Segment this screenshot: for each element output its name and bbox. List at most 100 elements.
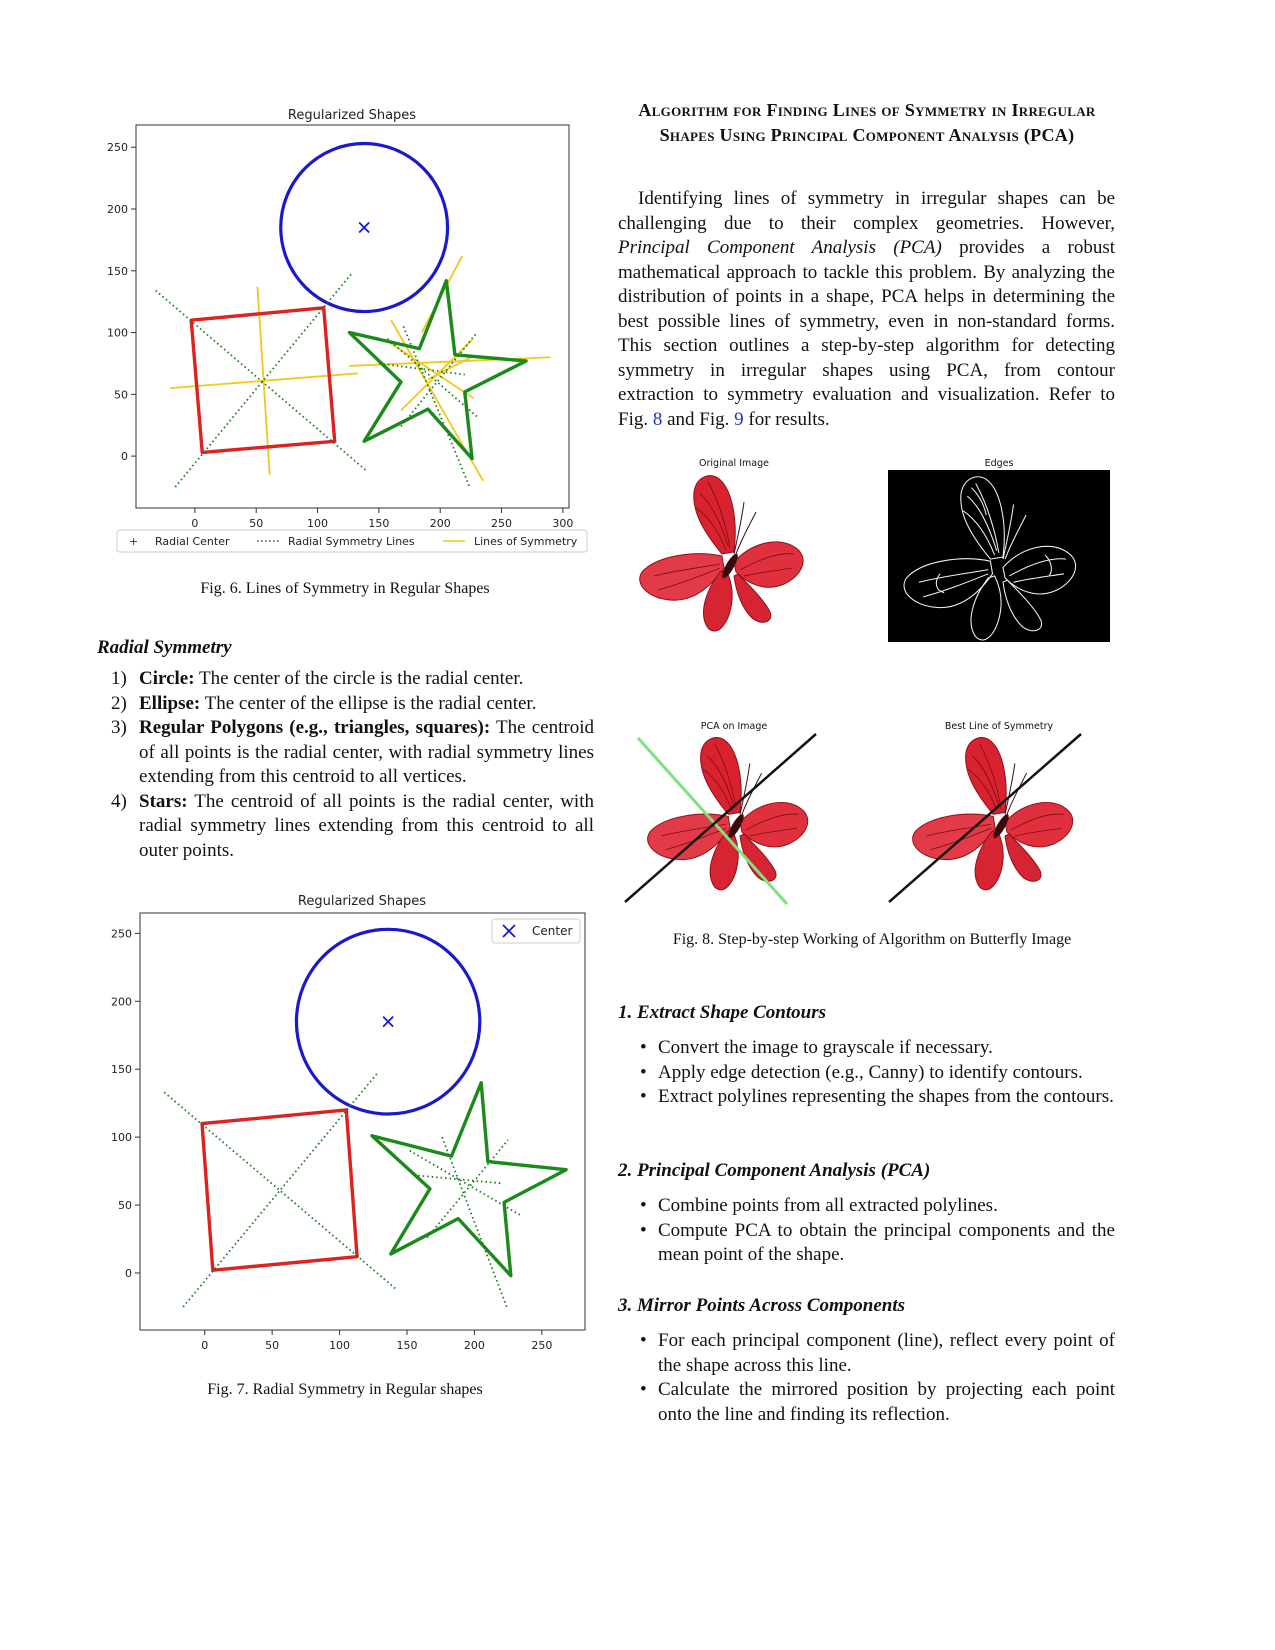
intro-emphasis: Principal Component Analysis (PCA) (618, 237, 942, 258)
radial-item-text: The center of the circle is the radial c… (194, 668, 524, 689)
legend-entry: Radial Center (155, 535, 230, 548)
edge-contour (1002, 504, 1027, 560)
fig7-chart-title: Regularized Shapes (298, 894, 426, 909)
step-bullet: Combine points from all extracted polyli… (618, 1194, 1115, 1219)
step-bullet: Convert the image to grayscale if necess… (618, 1036, 1115, 1061)
step2-heading: 2. Principal Component Analysis (PCA) (618, 1160, 931, 1181)
edge-contour (935, 487, 1052, 594)
legend-center-marker (502, 924, 516, 938)
radial-symmetry-list: 1) Circle: The center of the circle is th… (97, 667, 594, 863)
step-bullet: Compute PCA to obtain the principal comp… (618, 1219, 1115, 1268)
radial-symmetry-line (441, 1136, 508, 1308)
step-bullet: For each principal component (line), ref… (618, 1329, 1115, 1378)
butterfly-illustration (912, 737, 1074, 891)
panel-best-line-image (888, 733, 1082, 903)
step1-list: Convert the image to grayscale if necess… (618, 1036, 1115, 1110)
symmetry-line (427, 356, 472, 381)
x-tick-label: 100 (329, 1339, 350, 1352)
radial-item-number: 3) (111, 717, 127, 738)
edge-contour (1002, 579, 1043, 632)
panel-best-line-label: Best Line of Symmetry (944, 721, 1054, 732)
intro-text-a: Identifying lines of symmetry in irregul… (618, 188, 1115, 234)
edge-contour (903, 558, 994, 609)
step1-heading: 1. Extract Shape Contours (618, 1002, 826, 1023)
fig6-chart: Regularized Shapes 0 50 100 150 200 250 300 0 50… (107, 108, 588, 553)
radial-item-text: The centroid of all points is the radial… (139, 790, 594, 861)
y-tick-label: 50 (118, 1199, 132, 1212)
x-tick-label: 150 (397, 1339, 418, 1352)
radial-symmetry-line (182, 1072, 379, 1308)
radial-item-text: The center of the ellipse is the radial … (200, 692, 537, 714)
intro-text-c: and Fig. (662, 408, 735, 430)
x-tick-label: 0 (201, 1339, 208, 1352)
symmetry-line (256, 286, 271, 475)
edge-contour (918, 569, 989, 598)
radial-item-number: 1) (111, 668, 127, 689)
step-bullet: Extract polylines representing the shape… (618, 1085, 1115, 1110)
legend-center-marker: + (129, 535, 138, 548)
pca-primary-axis (624, 733, 817, 903)
step2-list: Combine points from all extracted polyli… (618, 1194, 1115, 1268)
section-title: Algorithm for Finding Lines of Symmetry … (638, 100, 1096, 145)
fig9-link[interactable]: 9 (734, 408, 744, 430)
x-tick-label: 300 (552, 517, 573, 530)
step-bullet: Apply edge detection (e.g., Canny) to id… (618, 1061, 1115, 1086)
circle-shape (294, 927, 482, 1116)
radial-item: 4) Stars: The centroid of all points is t… (97, 790, 594, 864)
panel-pca-image (624, 733, 817, 906)
x-tick-label: 200 (464, 1339, 485, 1352)
radial-symmetry-line (386, 338, 478, 418)
fig8-link[interactable]: 8 (652, 408, 663, 430)
y-tick-label: 200 (107, 203, 128, 216)
step-bullet: Calculate the mirrored position by proje… (618, 1378, 1115, 1427)
x-tick-label: 50 (265, 1339, 279, 1352)
x-tick-label: 0 (191, 517, 198, 530)
panel-pca-label: PCA on Image (700, 721, 768, 732)
x-tick-label: 50 (249, 517, 263, 530)
fig6-chart-title: Regularized Shapes (288, 108, 416, 123)
panel-edges-label: Edges (984, 458, 1014, 469)
legend-entry: Lines of Symmetry (474, 535, 578, 548)
y-tick-label: 0 (121, 450, 128, 463)
radial-symmetry-heading: Radial Symmetry (97, 637, 232, 658)
radial-symmetry-line (378, 362, 465, 376)
y-tick-label: 200 (111, 995, 132, 1008)
x-tick-label: 250 (491, 517, 512, 530)
intro-text-b: provides a robust mathematical approach … (618, 237, 1115, 430)
radial-item-term: Stars: (139, 790, 188, 812)
legend-entry: Radial Symmetry Lines (288, 535, 415, 548)
y-tick-label: 50 (114, 388, 128, 401)
square-shape (189, 306, 337, 455)
fig7-caption: Fig. 7. Radial Symmetry in Regular shape… (207, 1381, 483, 1398)
y-tick-label: 250 (107, 141, 128, 154)
best-symmetry-line (888, 733, 1082, 903)
radial-item-term: Regular Polygons (e.g., triangles, squar… (139, 717, 491, 738)
edge-contour (1002, 545, 1077, 595)
radial-symmetry-line (426, 1139, 509, 1239)
x-tick-label: 100 (307, 517, 328, 530)
radial-symmetry-line (174, 272, 353, 488)
fig6-legend (116, 529, 588, 553)
x-tick-label: 150 (368, 517, 389, 530)
edge-contour (1009, 558, 1067, 583)
x-tick-label: 200 (430, 517, 451, 530)
star-shape (347, 278, 528, 461)
radial-center-marker (382, 1016, 394, 1028)
y-tick-label: 250 (111, 927, 132, 940)
radial-symmetry-line (155, 289, 368, 472)
radial-item-term: Ellipse: (139, 692, 201, 714)
edge-contour (960, 476, 1005, 560)
legend-entry: Center (532, 924, 572, 938)
radial-symmetry-line (402, 326, 471, 488)
radial-item-term: Circle: (139, 668, 195, 689)
butterfly-illustration (639, 475, 804, 632)
intro-paragraph: Identifying lines of symmetry in irregul… (618, 187, 1115, 432)
butterfly-illustration (647, 737, 809, 891)
step3-list: For each principal component (line), ref… (618, 1329, 1115, 1427)
fig8-caption: Fig. 8. Step-by-step Working of Algorith… (672, 931, 1072, 948)
panel-original-label: Original Image (699, 458, 769, 469)
radial-symmetry-line (413, 1174, 502, 1185)
edge-contour (970, 575, 1002, 641)
step3-heading: 3. Mirror Points Across Components (618, 1295, 906, 1316)
panel-edges-image (888, 470, 1110, 642)
